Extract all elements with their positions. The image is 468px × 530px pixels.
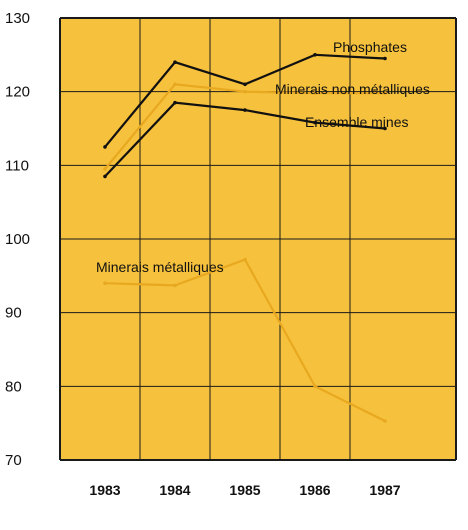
x-tick-label: 1987 bbox=[369, 482, 400, 498]
data-point bbox=[173, 82, 177, 87]
data-point bbox=[243, 89, 247, 94]
data-point bbox=[313, 91, 317, 95]
y-tick-label: 80 bbox=[5, 378, 22, 395]
data-point bbox=[173, 283, 177, 288]
series-label-minerais-metalliques: Minerais métalliques bbox=[96, 259, 224, 275]
series-label-minerais-non-metalliques: Minerais non métalliques bbox=[275, 81, 430, 97]
data-point bbox=[383, 419, 387, 423]
grid bbox=[59, 17, 457, 461]
data-point bbox=[243, 82, 247, 87]
data-point bbox=[383, 91, 387, 95]
data-point bbox=[313, 120, 317, 125]
data-point bbox=[383, 56, 387, 61]
data-point bbox=[103, 281, 107, 286]
data-point bbox=[243, 257, 247, 262]
data-point bbox=[103, 145, 107, 149]
series-label-phosphates: Phosphates bbox=[333, 39, 407, 55]
data-point bbox=[103, 174, 107, 179]
x-tick-label: 1985 bbox=[229, 482, 260, 498]
series-points bbox=[103, 53, 387, 423]
y-tick-label: 90 bbox=[5, 305, 22, 322]
data-point bbox=[383, 126, 387, 131]
data-point bbox=[313, 384, 317, 389]
y-axis: 70 80 90 100 110 120 130 bbox=[5, 10, 30, 469]
data-point bbox=[243, 108, 247, 112]
y-tick-label: 120 bbox=[5, 84, 30, 101]
data-point bbox=[173, 100, 177, 105]
data-point bbox=[173, 60, 177, 64]
x-tick-label: 1984 bbox=[159, 482, 190, 498]
x-tick-label: 1986 bbox=[299, 482, 330, 498]
series-label-ensemble-mines: Ensemble mines bbox=[305, 114, 409, 130]
x-axis: 1983 1984 1985 1986 1987 bbox=[89, 482, 400, 498]
x-tick-label: 1983 bbox=[89, 482, 120, 498]
data-point bbox=[313, 53, 317, 57]
data-point bbox=[103, 167, 107, 171]
y-tick-label: 70 bbox=[5, 452, 22, 469]
series-labels: Phosphates Minerais non métalliques Ense… bbox=[96, 39, 430, 275]
y-tick-label: 110 bbox=[5, 157, 29, 174]
y-tick-label: 130 bbox=[5, 10, 30, 27]
y-tick-label: 100 bbox=[5, 231, 30, 248]
